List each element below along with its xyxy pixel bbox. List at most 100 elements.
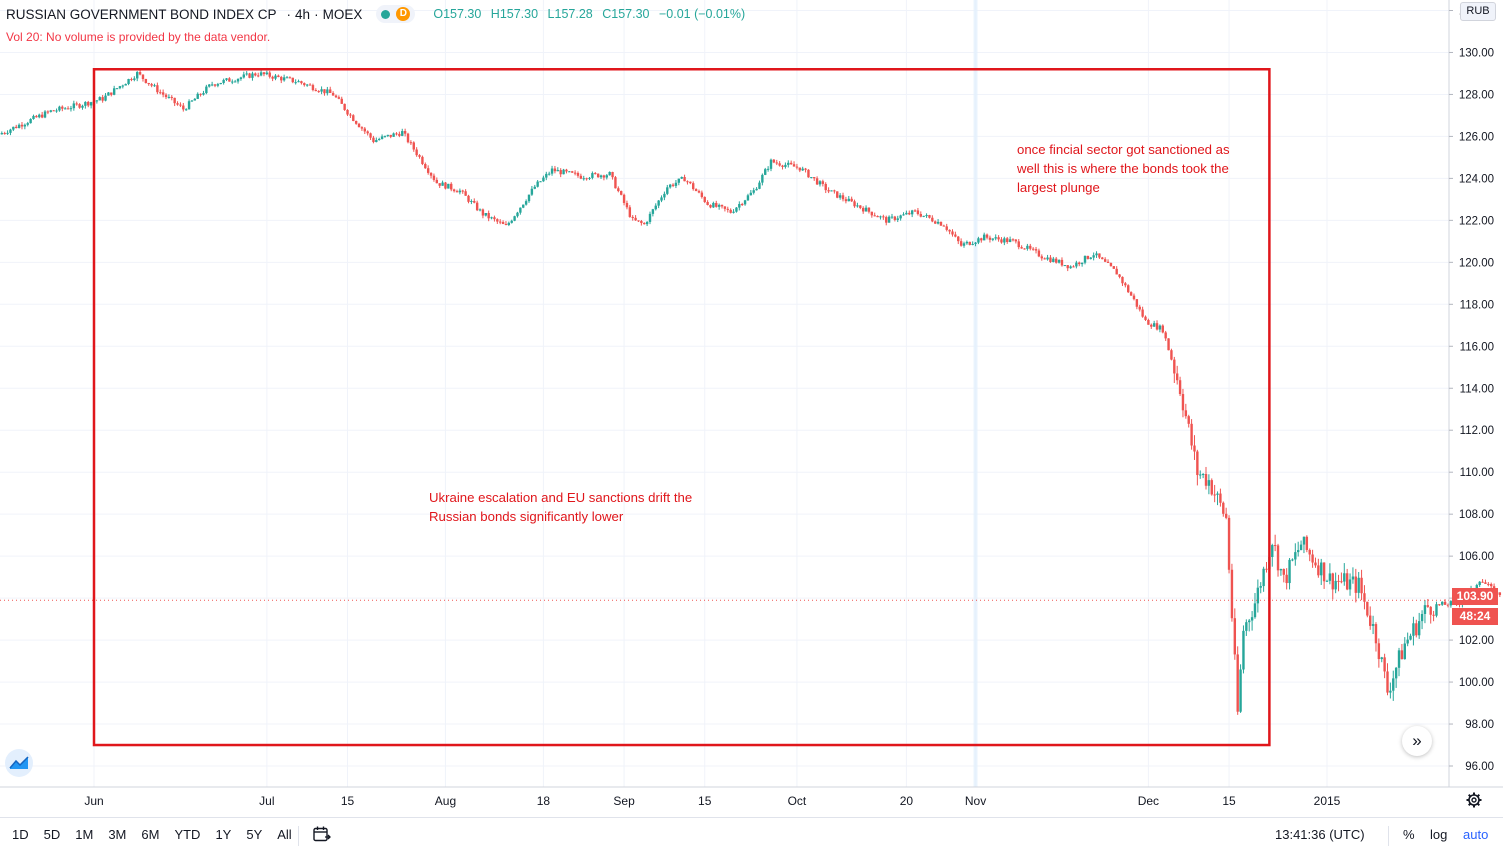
candle — [634, 215, 637, 221]
candle — [245, 71, 248, 76]
candle — [326, 86, 329, 96]
candle — [836, 191, 839, 199]
candle — [1006, 236, 1009, 244]
candle — [1003, 236, 1006, 246]
candle — [481, 208, 485, 219]
candle — [1201, 473, 1205, 479]
candle — [107, 92, 110, 96]
candle — [1008, 236, 1012, 243]
range-6m-button[interactable]: 6M — [141, 827, 160, 842]
candle — [1152, 320, 1156, 327]
candle — [300, 80, 303, 85]
candle — [991, 238, 995, 242]
candle — [421, 155, 424, 166]
candle — [1161, 324, 1164, 334]
candle — [1317, 558, 1320, 578]
candle — [599, 174, 603, 179]
candle — [1000, 237, 1003, 244]
percent-scale-toggle[interactable]: % — [1403, 827, 1415, 842]
interval-label[interactable]: 4h — [295, 6, 311, 22]
candle — [1449, 600, 1453, 608]
candle — [1409, 633, 1412, 641]
log-scale-toggle[interactable]: log — [1430, 827, 1448, 842]
candle — [743, 199, 747, 206]
candle — [138, 70, 142, 76]
candle — [643, 222, 646, 225]
bar-countdown-tag: 48:24 — [1452, 608, 1498, 625]
candle — [314, 88, 318, 92]
annotation-text-middle[interactable]: Ukraine escalation and EU sanctions drif… — [429, 490, 693, 524]
annotation-box[interactable] — [92, 68, 1271, 747]
range-3m-button[interactable]: 3M — [108, 827, 127, 842]
candle — [573, 170, 577, 176]
range-5d-button[interactable]: 5D — [43, 827, 61, 842]
candle — [640, 219, 643, 226]
candle — [1273, 534, 1277, 552]
tradingview-logo-icon[interactable] — [5, 749, 33, 777]
candle — [285, 76, 289, 79]
candle — [951, 229, 954, 237]
candle — [1389, 682, 1392, 699]
candle — [35, 114, 38, 118]
candle — [971, 241, 974, 246]
candle — [340, 96, 343, 104]
calendar-icon[interactable] — [313, 826, 331, 845]
candle — [1029, 243, 1032, 251]
candle — [778, 161, 781, 167]
range-1m-button[interactable]: 1M — [75, 827, 94, 842]
candle — [1129, 291, 1133, 296]
symbol-title[interactable]: RUSSIAN GOVERNMENT BOND INDEX CP — [6, 6, 277, 22]
range-1d-button[interactable]: 1D — [12, 827, 29, 842]
candle — [1394, 666, 1398, 688]
candle — [193, 97, 197, 101]
candle — [789, 160, 793, 165]
candle — [1170, 348, 1173, 361]
candle — [1446, 603, 1450, 608]
candle — [974, 241, 977, 247]
candle — [939, 221, 943, 226]
annotation-text-top[interactable]: once fincial sector got sanctioned as we… — [1017, 142, 1230, 195]
candle — [1248, 618, 1251, 632]
last-price-tag: 103.90 — [1452, 588, 1498, 605]
scroll-to-realtime-button[interactable]: » — [1402, 726, 1432, 756]
candle — [818, 180, 822, 187]
candle — [1377, 638, 1381, 668]
gear-icon[interactable] — [1466, 792, 1482, 813]
x-tick-label: 2015 — [1314, 794, 1341, 808]
utc-clock[interactable]: 13:41:36 (UTC) — [1275, 827, 1365, 842]
candle — [144, 78, 148, 84]
candle — [173, 97, 176, 107]
range-5y-button[interactable]: 5Y — [246, 827, 263, 842]
candle — [87, 100, 90, 108]
candle — [1262, 566, 1265, 592]
currency-badge[interactable]: RUB — [1460, 2, 1496, 21]
candle — [821, 179, 825, 187]
candle — [922, 215, 925, 218]
time-axis[interactable]: Jun Jul 15 Aug 18 Sep 15 Oct 20 Nov Dec 15 2015 — [0, 786, 1503, 808]
candle — [450, 182, 453, 192]
candle — [896, 215, 899, 223]
candle — [1167, 338, 1170, 351]
candle — [801, 166, 804, 171]
price-axis[interactable]: 96.0098.00100.00102.00104.00106.00108.00… — [1448, 0, 1494, 787]
candle — [1420, 610, 1424, 630]
candle — [1288, 558, 1291, 590]
range-ytd-button[interactable]: YTD — [174, 827, 201, 842]
candle — [1046, 254, 1049, 261]
candle — [9, 128, 12, 136]
auto-scale-toggle[interactable]: auto — [1463, 827, 1489, 842]
candle — [1112, 265, 1116, 269]
candle — [1127, 284, 1130, 294]
y-tick-label: 96.00 — [1465, 761, 1494, 773]
range-1y-button[interactable]: 1Y — [215, 827, 232, 842]
candle — [697, 189, 701, 194]
candle — [473, 198, 476, 204]
candle — [1031, 247, 1035, 251]
candle — [1227, 515, 1231, 574]
candle — [257, 72, 260, 78]
candle — [1426, 598, 1430, 608]
candle — [507, 221, 511, 227]
range-all-button[interactable]: All — [277, 827, 292, 842]
candle — [562, 168, 565, 175]
